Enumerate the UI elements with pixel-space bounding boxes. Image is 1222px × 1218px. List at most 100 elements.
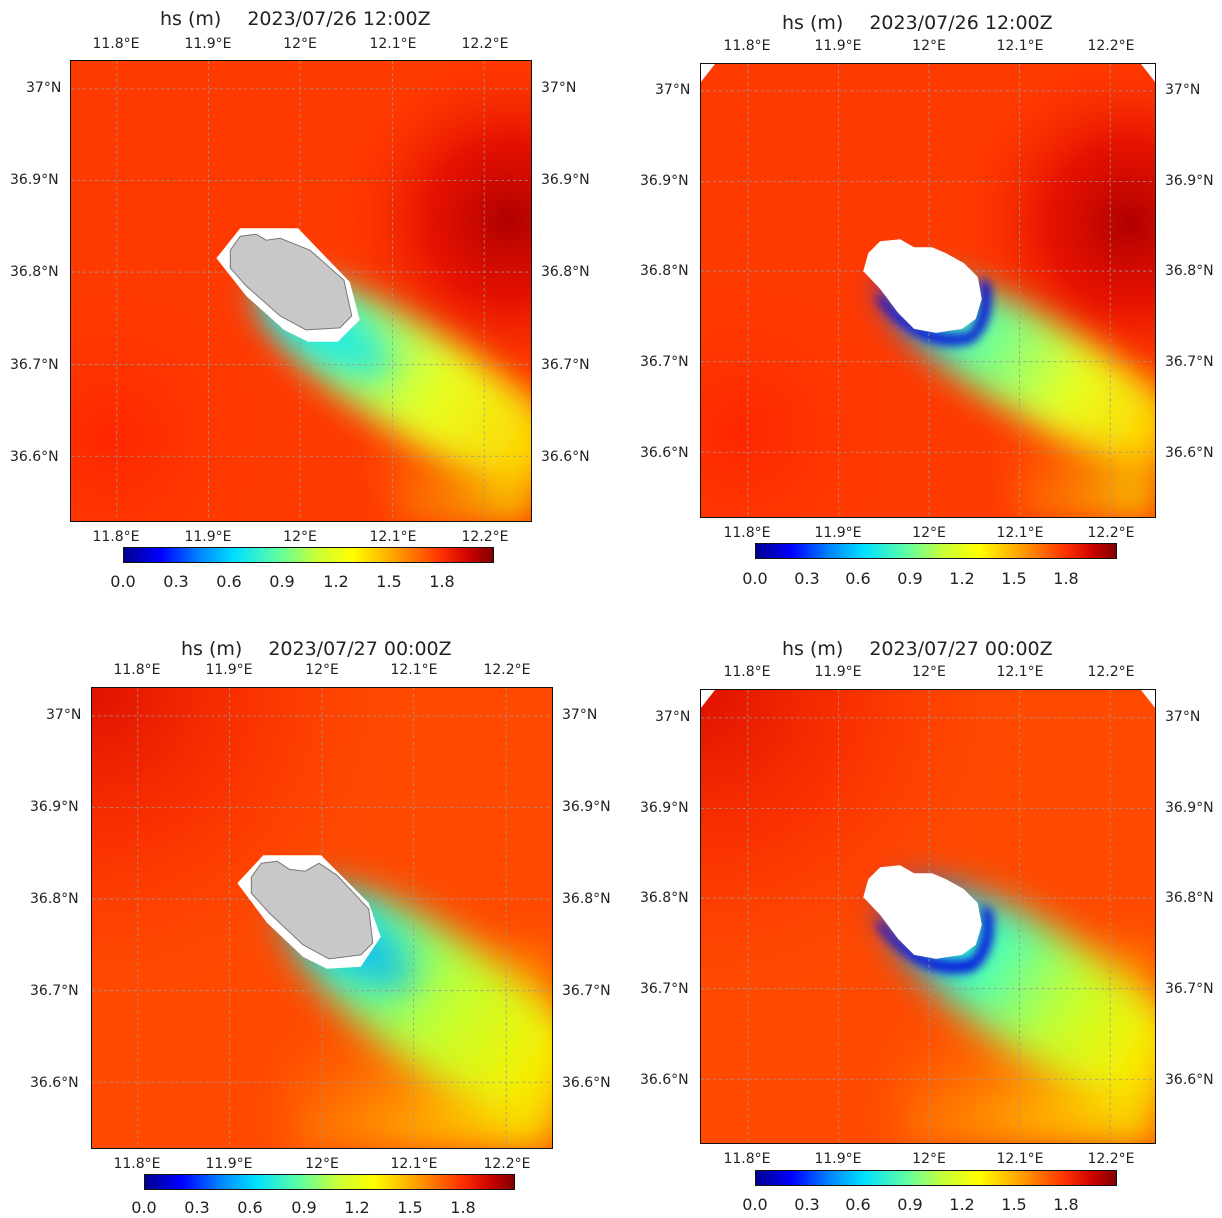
lat-label-left: 37°N [26, 80, 62, 96]
timestamp-label: 2023/07/26 12:00Z [869, 12, 1053, 34]
lon-label-bottom: 12.1°E [996, 1151, 1044, 1167]
lon-label-top: 12°E [912, 38, 946, 54]
wave-height-map [700, 689, 1156, 1144]
lat-label-right: 36.6°N [541, 449, 590, 465]
lat-label-right: 36.7°N [562, 983, 611, 999]
colorbar-tick: 0.3 [794, 1195, 820, 1214]
variable-label: hs (m) [782, 638, 844, 660]
panel-title: hs (m) 2023/07/27 00:00Z [181, 638, 452, 660]
lat-label-left: 36.8°N [10, 264, 59, 280]
colorbar-tick: 1.8 [1053, 569, 1079, 588]
lat-label-left: 37°N [655, 709, 691, 725]
lon-label-bottom: 11.9°E [205, 1156, 253, 1172]
wave-height-map [700, 63, 1156, 518]
lat-label-right: 36.9°N [562, 799, 611, 815]
colorbar-tick: 0.0 [131, 1198, 157, 1217]
lon-label-bottom: 12.2°E [1087, 1151, 1135, 1167]
lon-label-top: 11.8°E [723, 38, 771, 54]
lat-label-right: 37°N [541, 80, 577, 96]
lat-label-right: 37°N [1165, 82, 1201, 98]
lat-label-left: 36.8°N [640, 890, 689, 906]
timestamp-label: 2023/07/27 00:00Z [268, 638, 452, 660]
colorbar-tick: 0.9 [269, 572, 295, 591]
lat-label-right: 36.7°N [1165, 981, 1214, 997]
lon-label-top: 12.1°E [390, 662, 438, 678]
colorbar-tick: 0.0 [110, 572, 136, 591]
lat-label-right: 36.9°N [541, 172, 590, 188]
lat-label-right: 36.6°N [1165, 445, 1214, 461]
lon-label-top: 12°E [305, 662, 339, 678]
lon-label-top: 11.9°E [814, 38, 862, 54]
lat-label-left: 36.8°N [640, 263, 689, 279]
colorbar-tick: 0.9 [897, 1195, 923, 1214]
lon-label-bottom: 12°E [912, 525, 946, 541]
colorbar-tick: 0.6 [216, 572, 242, 591]
lon-label-top: 12°E [912, 664, 946, 680]
lon-label-bottom: 11.8°E [723, 1151, 771, 1167]
lat-label-left: 36.7°N [640, 354, 689, 370]
colorbar-tick: 0.3 [163, 572, 189, 591]
colorbar-tick: 0.9 [897, 569, 923, 588]
colorbar [144, 1174, 515, 1190]
lon-label-top: 11.9°E [184, 36, 232, 52]
colorbar-tick: 0.6 [845, 569, 871, 588]
lon-label-bottom: 11.8°E [723, 525, 771, 541]
colorbar-tick: 1.5 [397, 1198, 423, 1217]
colorbar-tick: 1.5 [376, 572, 402, 591]
lon-label-top: 12.2°E [1087, 664, 1135, 680]
colorbar-tick: 1.2 [949, 1195, 975, 1214]
lon-label-bottom: 12°E [305, 1156, 339, 1172]
colorbar-tick: 0.0 [742, 1195, 768, 1214]
wave-height-map [91, 687, 553, 1149]
lat-label-left: 36.9°N [10, 172, 59, 188]
lon-label-bottom: 12.1°E [996, 525, 1044, 541]
timestamp-label: 2023/07/26 12:00Z [247, 8, 431, 30]
panel-title: hs (m) 2023/07/27 00:00Z [782, 638, 1053, 660]
colorbar-tick: 1.8 [1053, 1195, 1079, 1214]
lon-label-top: 12.2°E [483, 662, 531, 678]
lat-label-left: 36.6°N [640, 445, 689, 461]
lat-label-right: 36.9°N [1165, 800, 1214, 816]
lat-label-right: 36.8°N [562, 891, 611, 907]
lat-label-right: 37°N [1165, 709, 1201, 725]
lat-label-right: 36.8°N [1165, 890, 1214, 906]
lon-label-bottom: 11.8°E [92, 529, 140, 545]
lon-label-bottom: 12.2°E [1087, 525, 1135, 541]
colorbar-tick: 0.3 [184, 1198, 210, 1217]
lon-label-bottom: 11.9°E [814, 1151, 862, 1167]
lon-label-bottom: 12.2°E [461, 529, 509, 545]
lon-label-bottom: 12°E [912, 1151, 946, 1167]
lat-label-right: 36.6°N [1165, 1072, 1214, 1088]
lat-label-left: 37°N [46, 707, 82, 723]
lon-label-top: 11.8°E [723, 664, 771, 680]
colorbar-tick: 1.5 [1001, 1195, 1027, 1214]
colorbar-tick: 1.8 [450, 1198, 476, 1217]
lat-label-right: 36.9°N [1165, 173, 1214, 189]
colorbar-tick: 1.2 [323, 572, 349, 591]
colorbar-tick: 0.0 [742, 569, 768, 588]
lat-label-right: 36.8°N [541, 264, 590, 280]
lon-label-top: 11.8°E [113, 662, 161, 678]
lat-label-left: 36.9°N [640, 800, 689, 816]
lon-label-bottom: 11.9°E [814, 525, 862, 541]
lon-label-bottom: 11.8°E [113, 1156, 161, 1172]
lon-label-bottom: 12°E [283, 529, 317, 545]
panel-title: hs (m) 2023/07/26 12:00Z [782, 12, 1053, 34]
colorbar-tick: 1.2 [949, 569, 975, 588]
lat-label-left: 36.7°N [640, 981, 689, 997]
lat-label-left: 36.8°N [30, 891, 79, 907]
colorbar-tick: 0.9 [291, 1198, 317, 1217]
colorbar-tick: 0.6 [845, 1195, 871, 1214]
colorbar [755, 1170, 1117, 1186]
variable-label: hs (m) [181, 638, 243, 660]
colorbar [123, 547, 494, 563]
lon-label-top: 12°E [283, 36, 317, 52]
colorbar-tick: 0.3 [794, 569, 820, 588]
panel-title: hs (m) 2023/07/26 12:00Z [160, 8, 431, 30]
lat-label-right: 36.8°N [1165, 263, 1214, 279]
lat-label-left: 36.7°N [10, 357, 59, 373]
lon-label-bottom: 12.2°E [483, 1156, 531, 1172]
lon-label-top: 12.2°E [461, 36, 509, 52]
lat-label-right: 36.7°N [541, 357, 590, 373]
lon-label-top: 12.1°E [996, 38, 1044, 54]
